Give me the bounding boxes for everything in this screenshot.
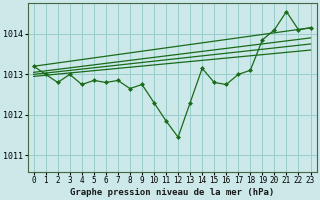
X-axis label: Graphe pression niveau de la mer (hPa): Graphe pression niveau de la mer (hPa)	[70, 188, 274, 197]
